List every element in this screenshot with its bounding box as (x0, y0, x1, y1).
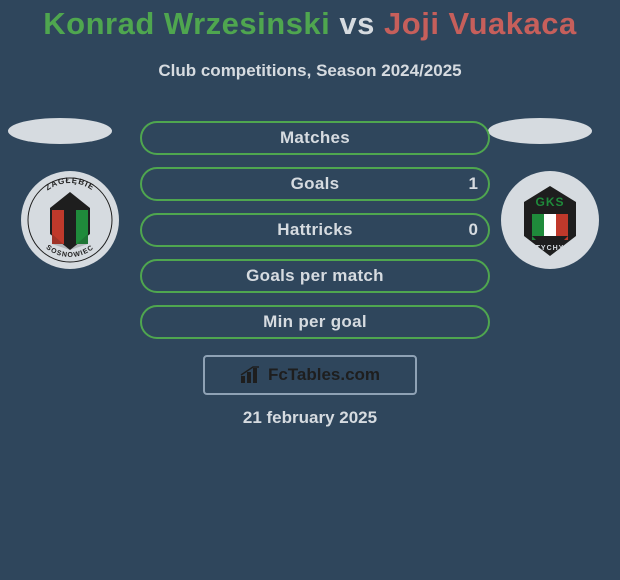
stat-label: Goals (140, 167, 490, 201)
player2-silhouette (486, 116, 594, 146)
logo-text: FcTables.com (268, 365, 380, 385)
bars-icon (240, 366, 262, 384)
title-vs: vs (339, 6, 384, 41)
team2-crest: GKS TYCHY (500, 170, 600, 270)
svg-text:GKS: GKS (535, 195, 564, 209)
stat-label: Matches (140, 121, 490, 155)
date-label: 21 february 2025 (0, 408, 620, 428)
fctables-logo: FcTables.com (203, 355, 417, 395)
stat-row: Goals1 (140, 167, 490, 201)
comparison-bars: Matches Goals1 Hattricks0 Goals per match Mi… (140, 121, 490, 351)
subtitle: Club competitions, Season 2024/2025 (0, 61, 620, 81)
comparison-title: Konrad Wrzesinski vs Joji Vuakaca (0, 6, 620, 42)
stat-label: Goals per match (140, 259, 490, 293)
player1-silhouette (6, 116, 114, 146)
stat-row: Min per goal (140, 305, 490, 339)
stat-row: Goals per match (140, 259, 490, 293)
stat-row: Hattricks0 (140, 213, 490, 247)
stat-label: Min per goal (140, 305, 490, 339)
infographic-canvas: Konrad Wrzesinski vs Joji Vuakaca Club c… (0, 0, 620, 580)
stat-value-right: 0 (469, 213, 478, 247)
stat-row: Matches (140, 121, 490, 155)
team1-crest: ZAGŁĘBIE SOSNOWIEC (20, 170, 120, 270)
svg-text:TYCHY: TYCHY (536, 245, 565, 252)
player1-name: Konrad Wrzesinski (43, 6, 330, 41)
player2-name: Joji Vuakaca (384, 6, 577, 41)
stat-label: Hattricks (140, 213, 490, 247)
stat-value-right: 1 (469, 167, 478, 201)
